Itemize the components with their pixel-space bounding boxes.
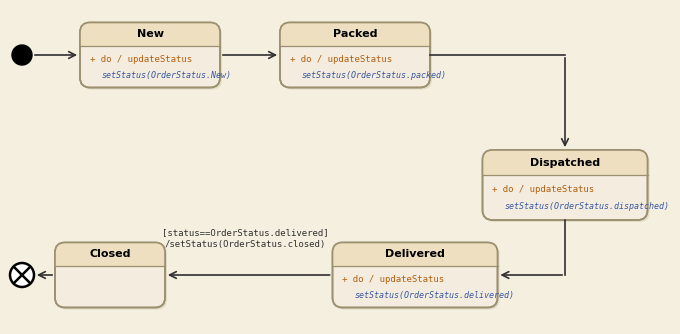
Text: setStatus(OrderStatus.New): setStatus(OrderStatus.New) [102, 70, 232, 79]
Text: setStatus(OrderStatus.packed): setStatus(OrderStatus.packed) [302, 70, 447, 79]
Circle shape [12, 45, 32, 65]
Text: New: New [137, 29, 163, 39]
Bar [280, 34, 430, 46]
Bar [55, 254, 165, 266]
Text: + do / updateStatus: + do / updateStatus [90, 55, 192, 64]
FancyBboxPatch shape [483, 150, 647, 220]
FancyBboxPatch shape [280, 22, 430, 88]
Text: Closed: Closed [89, 249, 131, 259]
FancyBboxPatch shape [82, 24, 222, 90]
Text: Delivered: Delivered [385, 249, 445, 259]
FancyBboxPatch shape [282, 24, 432, 90]
FancyBboxPatch shape [333, 242, 498, 308]
Text: Packed: Packed [333, 29, 377, 39]
FancyBboxPatch shape [483, 150, 647, 175]
Bar [80, 34, 220, 46]
Text: + do / updateStatus: + do / updateStatus [343, 275, 445, 284]
FancyBboxPatch shape [55, 242, 165, 266]
Text: + do / updateStatus: + do / updateStatus [290, 55, 392, 64]
Text: /setStatus(OrderStatus.closed): /setStatus(OrderStatus.closed) [165, 240, 326, 249]
Text: [status==OrderStatus.delivered]: [status==OrderStatus.delivered] [162, 228, 328, 237]
Text: setStatus(OrderStatus.delivered): setStatus(OrderStatus.delivered) [354, 291, 515, 300]
FancyBboxPatch shape [335, 244, 500, 310]
Circle shape [10, 263, 34, 287]
FancyBboxPatch shape [55, 242, 165, 308]
Bar [333, 254, 498, 266]
FancyBboxPatch shape [80, 22, 220, 46]
Bar [483, 163, 647, 175]
FancyBboxPatch shape [333, 242, 498, 266]
Text: + do / updateStatus: + do / updateStatus [492, 185, 594, 194]
FancyBboxPatch shape [57, 244, 167, 310]
Text: setStatus(OrderStatus.dispatched): setStatus(OrderStatus.dispatched) [505, 202, 670, 211]
FancyBboxPatch shape [80, 22, 220, 88]
FancyBboxPatch shape [484, 152, 649, 222]
Text: Dispatched: Dispatched [530, 158, 600, 168]
FancyBboxPatch shape [280, 22, 430, 46]
